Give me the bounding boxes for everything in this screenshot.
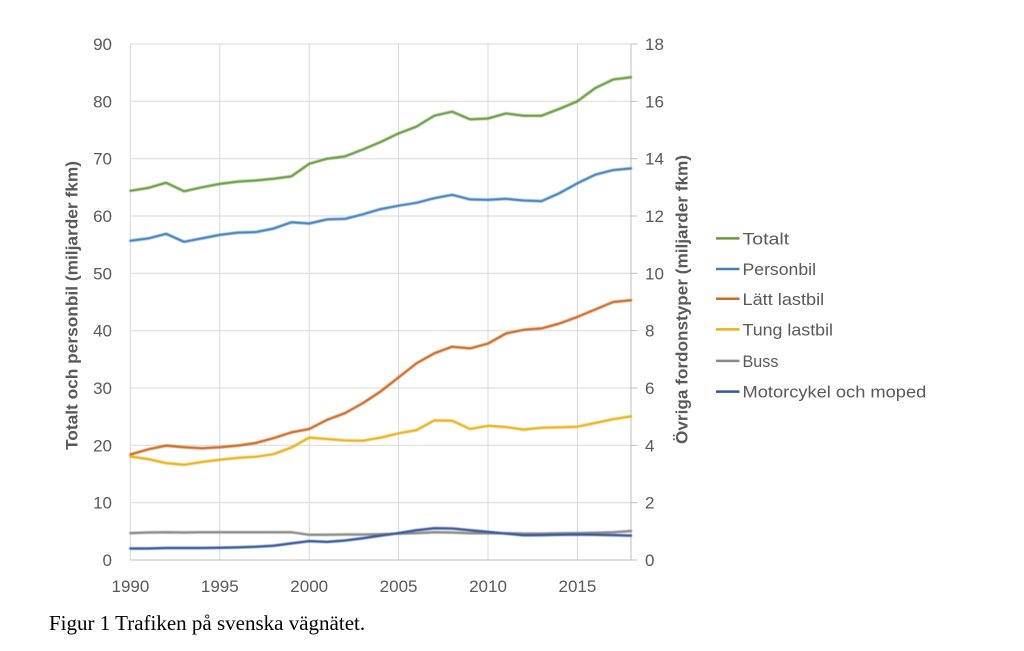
svg-text:12: 12 xyxy=(645,207,664,226)
svg-text:2005: 2005 xyxy=(380,577,418,596)
svg-text:16: 16 xyxy=(645,92,664,111)
svg-text:Personbil: Personbil xyxy=(743,260,817,279)
svg-text:Tung lastbil: Tung lastbil xyxy=(743,320,834,339)
svg-text:8: 8 xyxy=(645,322,654,341)
svg-text:60: 60 xyxy=(93,207,112,226)
svg-text:18: 18 xyxy=(645,35,664,54)
svg-text:Totalt: Totalt xyxy=(743,229,790,248)
svg-text:14: 14 xyxy=(645,150,664,169)
svg-text:4: 4 xyxy=(645,436,654,455)
svg-text:10: 10 xyxy=(93,494,112,513)
svg-text:Lätt lastbil: Lätt lastbil xyxy=(743,290,825,309)
svg-text:20: 20 xyxy=(93,436,112,455)
svg-text:Övriga fordonstyper (miljarder: Övriga fordonstyper (miljarder fkm) xyxy=(673,155,692,444)
svg-text:0: 0 xyxy=(103,551,112,570)
svg-text:70: 70 xyxy=(93,150,112,169)
svg-text:0: 0 xyxy=(645,551,654,570)
svg-text:90: 90 xyxy=(93,35,112,54)
svg-text:10: 10 xyxy=(645,264,664,283)
svg-text:40: 40 xyxy=(93,322,112,341)
svg-text:1995: 1995 xyxy=(201,577,239,596)
svg-text:2000: 2000 xyxy=(290,577,328,596)
svg-text:30: 30 xyxy=(93,379,112,398)
svg-text:Totalt och personbil (miljarde: Totalt och personbil (miljarder fkm) xyxy=(63,161,82,450)
svg-text:6: 6 xyxy=(645,379,654,398)
svg-text:80: 80 xyxy=(93,92,112,111)
svg-text:2: 2 xyxy=(645,494,654,513)
svg-text:2015: 2015 xyxy=(558,577,596,596)
svg-text:Buss: Buss xyxy=(743,352,779,371)
svg-text:50: 50 xyxy=(93,264,112,283)
svg-text:1990: 1990 xyxy=(111,577,149,596)
svg-text:2010: 2010 xyxy=(469,577,507,596)
svg-text:Motorcykel och moped: Motorcykel och moped xyxy=(743,383,927,402)
